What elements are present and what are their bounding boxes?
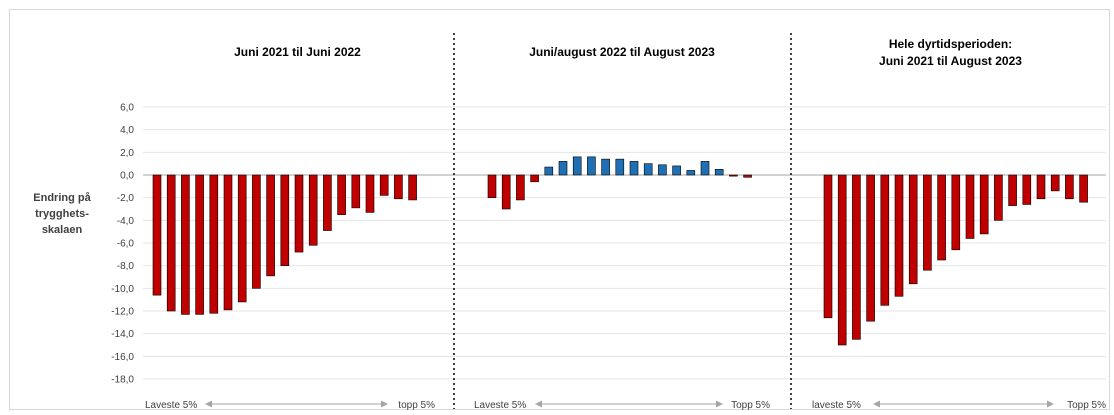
y-tick-label: -8,0 xyxy=(117,261,135,272)
bar xyxy=(923,174,932,271)
bar xyxy=(501,174,511,210)
arrowhead-right xyxy=(716,400,723,408)
bar xyxy=(237,174,247,303)
bar xyxy=(209,174,219,314)
panel-title: Juni/august 2022 til August 2023 xyxy=(529,45,715,59)
bar xyxy=(852,174,861,340)
bar xyxy=(729,174,738,177)
bar xyxy=(587,156,596,176)
footer-right-label: Topp 5% xyxy=(731,400,770,411)
bar xyxy=(365,174,375,213)
bar xyxy=(351,174,361,209)
arrowhead-left xyxy=(205,400,212,408)
footer-right-label: topp 5% xyxy=(398,400,435,411)
bar xyxy=(686,170,696,176)
y-tick-label: 0,0 xyxy=(120,171,134,182)
bar xyxy=(1022,174,1032,205)
footer-left-label: Laveste 5% xyxy=(474,400,526,411)
bar xyxy=(672,165,681,176)
bar xyxy=(700,161,710,176)
footer-left-label: Laveste 5% xyxy=(145,400,197,411)
bar xyxy=(408,174,417,201)
bar xyxy=(994,174,1003,221)
bar xyxy=(530,174,539,183)
bar xyxy=(743,174,752,178)
arrowhead-left xyxy=(873,400,880,408)
bar xyxy=(965,174,975,239)
bar xyxy=(223,174,233,311)
bar xyxy=(195,174,204,315)
y-tick-label: 6,0 xyxy=(120,103,134,114)
bar xyxy=(558,161,568,176)
bar xyxy=(487,174,497,198)
y-tick-label: -2,0 xyxy=(117,193,135,204)
bar xyxy=(166,174,176,312)
bar xyxy=(308,174,318,246)
bar xyxy=(294,174,304,253)
bar xyxy=(394,174,403,200)
arrowhead-right xyxy=(1047,400,1054,408)
bar xyxy=(979,174,989,235)
panel-title: Juni 2021 til Juni 2022 xyxy=(234,45,361,59)
y-tick-label: 2,0 xyxy=(120,148,134,159)
panel-title: Juni 2021 til August 2023 xyxy=(879,54,1022,68)
y-axis-label: Endring på xyxy=(33,192,91,204)
y-tick-label: 4,0 xyxy=(120,125,134,136)
bar xyxy=(152,174,162,296)
bar xyxy=(181,174,190,315)
bar xyxy=(714,169,724,176)
bar xyxy=(866,174,875,322)
bar xyxy=(908,174,918,285)
bar xyxy=(544,166,554,176)
y-tick-label: -6,0 xyxy=(117,239,135,250)
panel-title: Hele dyrtidsperioden: xyxy=(889,37,1012,51)
bar xyxy=(280,174,290,266)
bar xyxy=(1065,174,1074,200)
bar xyxy=(252,174,261,289)
chart-frame xyxy=(9,9,1110,410)
y-axis-label: skalaen xyxy=(42,224,83,236)
bar xyxy=(1050,174,1060,192)
bar xyxy=(823,174,833,319)
y-tick-label: -12,0 xyxy=(111,307,134,318)
bar xyxy=(951,174,961,251)
y-axis-label: trygghets- xyxy=(35,208,89,220)
bar xyxy=(379,174,389,196)
y-tick-label: -16,0 xyxy=(111,352,134,363)
bar xyxy=(1036,174,1046,200)
y-tick-label: -10,0 xyxy=(111,284,134,295)
bar xyxy=(323,174,332,231)
arrowhead-right xyxy=(381,400,388,408)
bar xyxy=(880,174,890,306)
bar xyxy=(601,158,610,176)
bar xyxy=(337,174,346,215)
y-tick-label: -4,0 xyxy=(117,216,135,227)
bar xyxy=(266,174,275,277)
bar xyxy=(1008,174,1017,206)
bar xyxy=(643,163,653,176)
bar xyxy=(615,158,625,176)
footer-right-label: Topp 5% xyxy=(1067,400,1106,411)
bar xyxy=(658,164,667,176)
footer-left-label: laveste 5% xyxy=(812,400,861,411)
bar xyxy=(1079,174,1088,203)
y-tick-label: -18,0 xyxy=(111,375,134,386)
bar xyxy=(837,174,847,346)
bar xyxy=(629,161,639,176)
bar xyxy=(516,174,525,201)
arrowhead-left xyxy=(535,400,542,408)
bar xyxy=(572,156,582,176)
y-tick-label: -14,0 xyxy=(111,329,134,340)
bar xyxy=(937,174,946,261)
bar xyxy=(894,174,904,297)
